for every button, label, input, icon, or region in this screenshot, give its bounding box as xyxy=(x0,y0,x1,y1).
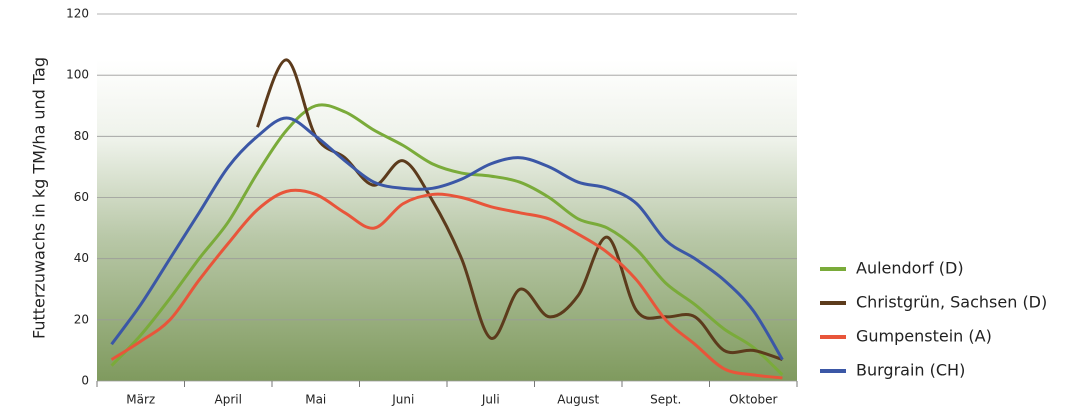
x-tick-label: April xyxy=(215,393,242,407)
y-tick-label: 40 xyxy=(74,251,89,265)
line xyxy=(256,58,783,362)
legend-label: Aulendorf (D) xyxy=(856,259,964,278)
x-tick-label: Oktober xyxy=(729,393,777,407)
y-tick-label: 120 xyxy=(66,7,89,21)
x-tick-label: August xyxy=(557,393,599,407)
legend-label: Burgrain (CH) xyxy=(856,361,965,380)
x-tick-label: Mai xyxy=(305,393,326,407)
legend-label: Gumpenstein (A) xyxy=(856,327,992,346)
x-tick-label: Sept. xyxy=(650,393,681,407)
y-tick-label: 60 xyxy=(74,190,89,204)
line xyxy=(110,116,784,361)
y-tick-label: 20 xyxy=(74,312,89,326)
y-tick-label: 100 xyxy=(66,68,89,82)
line xyxy=(110,103,784,376)
y-axis-label: Futterzuwachs in kg TM/ha und Tag xyxy=(30,57,49,339)
x-tick-label: Juli xyxy=(481,393,500,407)
y-tick-label: 0 xyxy=(81,374,89,388)
line xyxy=(110,188,783,380)
x-tick-label: Juni xyxy=(391,393,414,407)
x-tick-label: März xyxy=(126,393,155,407)
legend-label: Christgrün, Sachsen (D) xyxy=(856,293,1047,312)
background xyxy=(97,60,797,381)
y-tick-label: 80 xyxy=(74,129,89,143)
